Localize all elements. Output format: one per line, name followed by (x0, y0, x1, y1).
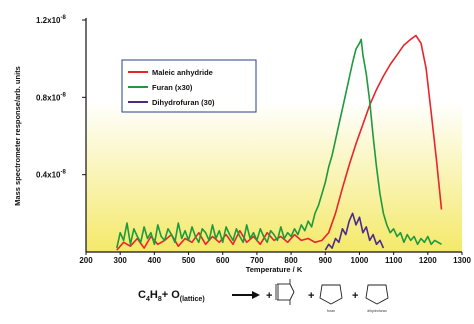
y-tick-layer: 0.4x10-8 0.8x10-8 1.2x10-8 (36, 15, 86, 180)
x-tick-label-300: 300 (114, 256, 128, 265)
y-tick-label-1: 0.8x10-8 (36, 92, 66, 102)
equation-plus-2: + (308, 290, 314, 302)
furan-caption: furan (327, 309, 335, 313)
y-axis-title: Mass spectrometer response/arb. units (13, 66, 22, 206)
reaction-arrow (232, 291, 260, 299)
equation-plus-1: + (266, 290, 272, 302)
equation-reactant: C4H8+ O(lattice) (138, 289, 205, 303)
legend-label-furan: Furan (x30) (152, 83, 193, 92)
y-tick-label-2: 1.2x10-8 (36, 15, 66, 25)
equation-plus-3: + (352, 290, 358, 302)
y-tick-label-0: 0.4x10-8 (36, 170, 66, 180)
x-tick-label-1000: 1000 (351, 256, 369, 265)
x-tick-label-800: 800 (284, 256, 298, 265)
x-tick-label-900: 900 (319, 256, 333, 265)
plot-background (86, 20, 462, 252)
dihydrofuran-caption: dihydrofuran (367, 309, 387, 313)
furan-structure (319, 284, 343, 305)
x-tick-label-700: 700 (250, 256, 264, 265)
x-tick-label-400: 400 (148, 256, 162, 265)
legend: Maleic anhydride Furan (x30) Dihydrofura… (121, 59, 257, 113)
legend-label-maleic: Maleic anhydride (152, 68, 213, 77)
x-tick-label-1100: 1100 (385, 256, 403, 265)
series-line-dihydrofuran-30 (324, 212, 385, 251)
x-tick-label-200: 200 (79, 256, 93, 265)
x-tick-label-600: 600 (216, 256, 230, 265)
maleic-anhydride-structure (275, 279, 295, 305)
x-tick-label-1300: 1300 (453, 256, 471, 265)
x-tick-label-500: 500 (182, 256, 196, 265)
series-line-furan-x30 (116, 38, 442, 249)
legend-label-dihydrofuran: Dihydrofuran (30) (152, 98, 215, 107)
x-tick-layer: 200 300 400 500 600 700 800 900 1000 1100 1200 1300 (79, 252, 471, 265)
x-tick-label-1200: 1200 (419, 256, 437, 265)
series-layer (116, 34, 443, 251)
dihydrofuran-structure (365, 284, 389, 305)
x-axis-title: Temperature / K (246, 265, 303, 274)
reaction-equation: C4H8+ O(lattice) + + furan + dihydrofura… (138, 279, 389, 313)
